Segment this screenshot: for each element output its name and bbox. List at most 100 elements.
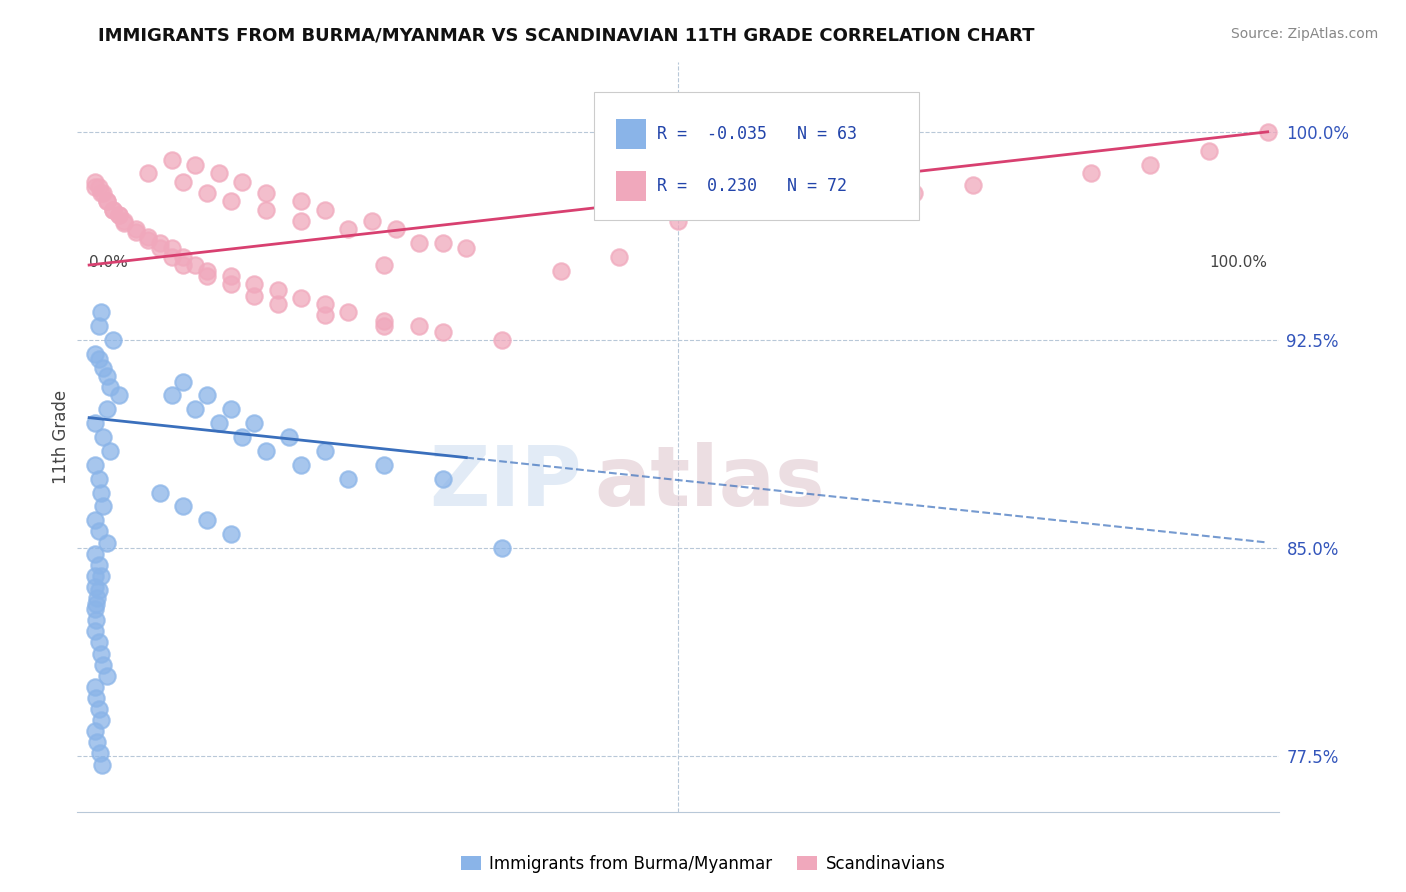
Point bbox=[125, 225, 148, 239]
Point bbox=[87, 472, 110, 486]
Point bbox=[373, 258, 395, 272]
Point bbox=[114, 213, 136, 227]
Point bbox=[243, 416, 266, 430]
Point bbox=[149, 235, 172, 250]
Point bbox=[136, 230, 159, 244]
Point bbox=[101, 202, 124, 217]
Bar bbox=[616, 119, 645, 149]
Point bbox=[337, 222, 360, 236]
Text: 100.0%: 100.0% bbox=[1209, 255, 1268, 270]
Point bbox=[195, 186, 218, 200]
Point bbox=[550, 263, 572, 277]
Point bbox=[149, 485, 172, 500]
Point bbox=[314, 444, 336, 458]
Point bbox=[160, 153, 183, 167]
Point bbox=[254, 202, 277, 217]
Point bbox=[87, 582, 110, 597]
Point bbox=[84, 690, 107, 705]
Point bbox=[184, 402, 207, 417]
Point bbox=[84, 602, 107, 616]
Point bbox=[725, 202, 748, 217]
Point bbox=[361, 213, 384, 227]
Text: IMMIGRANTS FROM BURMA/MYANMAR VS SCANDINAVIAN 11TH GRADE CORRELATION CHART: IMMIGRANTS FROM BURMA/MYANMAR VS SCANDIN… bbox=[98, 27, 1035, 45]
Point bbox=[107, 208, 129, 222]
Point bbox=[101, 202, 124, 217]
Point bbox=[184, 258, 207, 272]
Point bbox=[86, 735, 108, 749]
Point bbox=[96, 194, 118, 209]
Point bbox=[136, 166, 159, 180]
Point bbox=[278, 430, 301, 444]
Point bbox=[267, 297, 290, 311]
Point bbox=[149, 241, 172, 255]
Point bbox=[267, 283, 290, 297]
Point bbox=[208, 416, 231, 430]
Text: ZIP: ZIP bbox=[430, 442, 582, 523]
Point bbox=[90, 647, 112, 661]
Point bbox=[290, 213, 312, 227]
Point bbox=[219, 269, 242, 284]
Point bbox=[91, 757, 114, 772]
Point bbox=[172, 250, 194, 264]
Point bbox=[290, 194, 312, 209]
Point bbox=[456, 241, 478, 255]
Point bbox=[96, 194, 118, 209]
Point bbox=[903, 186, 925, 200]
Point bbox=[160, 250, 183, 264]
Point bbox=[290, 291, 312, 305]
Point bbox=[184, 158, 207, 172]
Point bbox=[219, 527, 242, 541]
Point bbox=[160, 241, 183, 255]
Point bbox=[384, 222, 406, 236]
Point bbox=[195, 513, 218, 527]
Point bbox=[172, 175, 194, 189]
Point bbox=[84, 416, 107, 430]
Point bbox=[314, 202, 336, 217]
Point bbox=[90, 485, 112, 500]
Point bbox=[84, 724, 107, 739]
Point bbox=[219, 402, 242, 417]
Text: 0.0%: 0.0% bbox=[89, 255, 128, 270]
Text: Source: ZipAtlas.com: Source: ZipAtlas.com bbox=[1230, 27, 1378, 41]
Point bbox=[219, 277, 242, 292]
Point bbox=[337, 305, 360, 319]
Point bbox=[172, 375, 194, 389]
Point bbox=[172, 500, 194, 514]
Point bbox=[195, 269, 218, 284]
Point bbox=[666, 213, 689, 227]
Point bbox=[114, 216, 136, 230]
Point bbox=[195, 263, 218, 277]
Point bbox=[231, 175, 253, 189]
Point bbox=[101, 333, 124, 347]
Point bbox=[87, 180, 110, 194]
Point bbox=[96, 535, 118, 549]
Point bbox=[86, 591, 108, 605]
Point bbox=[373, 313, 395, 327]
Point bbox=[84, 580, 107, 594]
Point bbox=[96, 402, 118, 417]
Point bbox=[89, 747, 111, 761]
Point bbox=[84, 597, 107, 611]
Text: atlas: atlas bbox=[595, 442, 825, 523]
Point bbox=[98, 444, 121, 458]
Point bbox=[91, 360, 114, 375]
Point bbox=[84, 624, 107, 639]
Point bbox=[337, 472, 360, 486]
Point bbox=[491, 333, 513, 347]
Point bbox=[107, 388, 129, 402]
Point bbox=[98, 380, 121, 394]
Point bbox=[107, 208, 129, 222]
Point bbox=[96, 669, 118, 683]
Point bbox=[91, 500, 114, 514]
Point bbox=[84, 613, 107, 627]
Point bbox=[243, 288, 266, 302]
Point bbox=[314, 297, 336, 311]
Point bbox=[432, 325, 454, 339]
Point bbox=[84, 347, 107, 361]
Point bbox=[172, 258, 194, 272]
Point bbox=[84, 680, 107, 694]
Point bbox=[243, 277, 266, 292]
Point bbox=[208, 166, 231, 180]
Point bbox=[290, 458, 312, 472]
Point bbox=[408, 235, 430, 250]
